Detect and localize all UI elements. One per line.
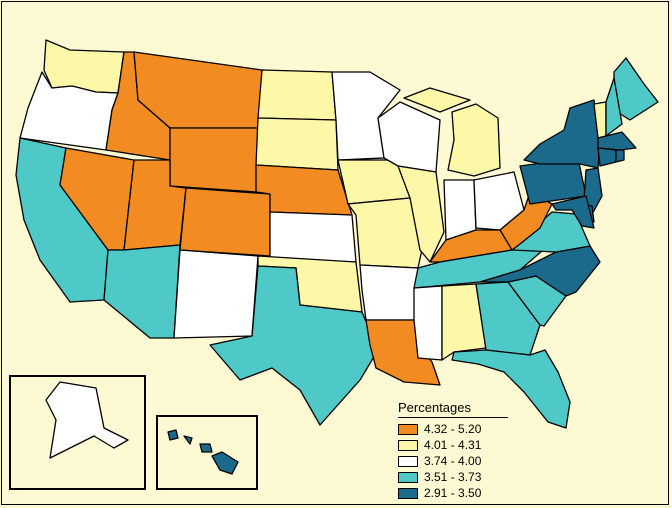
legend-label: 4.01 - 4.31 bbox=[424, 438, 482, 452]
legend-swatch bbox=[398, 471, 418, 483]
legend-swatch bbox=[398, 455, 418, 467]
state-AR bbox=[359, 264, 419, 321]
legend-title: Percentages bbox=[398, 400, 508, 418]
state-MS bbox=[413, 285, 443, 361]
state-WV bbox=[499, 191, 553, 251]
legend-label: 3.51 - 3.73 bbox=[424, 470, 482, 484]
state-AK bbox=[45, 381, 129, 459]
state-ME bbox=[613, 57, 659, 121]
state-NM bbox=[173, 249, 259, 339]
state-AZ bbox=[103, 244, 181, 339]
legend-swatch bbox=[398, 487, 418, 499]
state-CO bbox=[179, 187, 271, 257]
state-ND bbox=[257, 69, 337, 121]
state-MD bbox=[551, 195, 595, 229]
state-WY bbox=[169, 127, 259, 193]
state-PA bbox=[519, 157, 587, 205]
legend-item: 3.51 - 3.73 bbox=[398, 469, 508, 485]
legend-swatch bbox=[398, 423, 418, 435]
state-NH bbox=[605, 77, 623, 137]
state-FL bbox=[451, 349, 571, 429]
legend: Percentages 4.32 - 5.20 4.01 - 4.31 3.74… bbox=[398, 400, 508, 501]
alaska-inset-frame bbox=[9, 375, 146, 490]
state-SD bbox=[255, 117, 339, 171]
state-MA bbox=[597, 131, 637, 151]
legend-label: 2.91 - 3.50 bbox=[424, 486, 482, 500]
legend-item: 4.32 - 5.20 bbox=[398, 421, 508, 437]
legend-swatch bbox=[398, 439, 418, 451]
state-NE bbox=[255, 164, 353, 216]
state-KS bbox=[269, 211, 357, 263]
state-NY bbox=[523, 99, 601, 169]
state-AL bbox=[441, 283, 487, 361]
legend-item: 2.91 - 3.50 bbox=[398, 485, 508, 501]
legend-label: 3.74 - 4.00 bbox=[424, 454, 482, 468]
state-TX bbox=[209, 265, 379, 426]
state-MI bbox=[403, 87, 501, 177]
state-WA bbox=[43, 39, 125, 94]
legend-item: 4.01 - 4.31 bbox=[398, 437, 508, 453]
hawaii-inset-frame bbox=[156, 415, 258, 490]
legend-item: 3.74 - 4.00 bbox=[398, 453, 508, 469]
legend-label: 4.32 - 5.20 bbox=[424, 422, 482, 436]
state-RI bbox=[615, 149, 625, 163]
state-HI bbox=[167, 429, 239, 475]
state-CT bbox=[597, 147, 617, 167]
